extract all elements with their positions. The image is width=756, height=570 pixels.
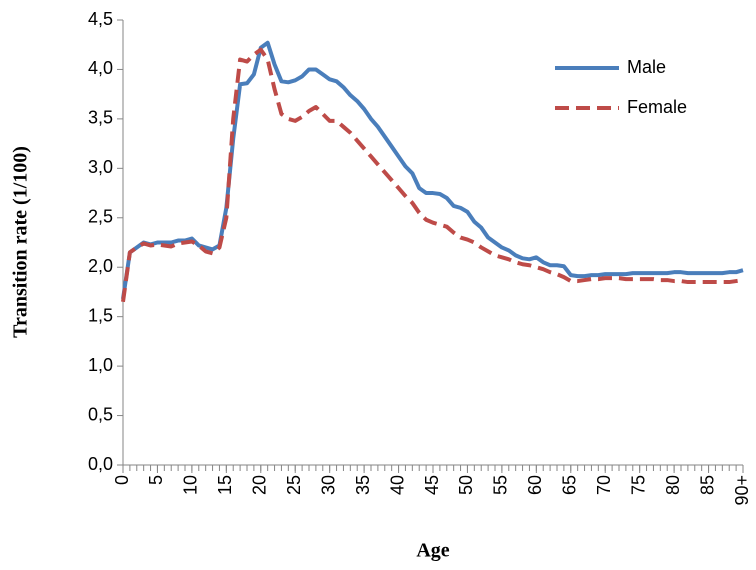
y-tick-label: 3,5 xyxy=(88,108,113,128)
x-tick-label: 60 xyxy=(525,475,545,495)
x-tick-label: 30 xyxy=(318,475,338,495)
x-tick-label: 45 xyxy=(422,475,442,495)
x-tick-label: 15 xyxy=(215,475,235,495)
x-tick-label: 40 xyxy=(387,475,407,495)
y-tick-label: 4,0 xyxy=(88,58,113,78)
x-tick-label: 35 xyxy=(353,475,373,495)
y-tick-label: 2,5 xyxy=(88,207,113,227)
x-tick-label: 50 xyxy=(456,475,476,495)
x-tick-label: 85 xyxy=(697,475,717,495)
x-tick-label: 10 xyxy=(181,475,201,495)
y-tick-label: 3,0 xyxy=(88,157,113,177)
series-line xyxy=(121,40,744,300)
x-tick-label: 0 xyxy=(112,475,132,485)
x-tick-label: 90+ xyxy=(732,475,752,506)
x-tick-label: 75 xyxy=(628,475,648,495)
y-tick-label: 1,0 xyxy=(88,355,113,375)
y-tick-label: 4,5 xyxy=(88,9,113,29)
x-axis-title: Age xyxy=(416,540,449,562)
x-tick-label: 70 xyxy=(594,475,614,495)
legend-label: Male xyxy=(627,57,666,77)
y-tick-label: 0,5 xyxy=(88,404,113,424)
y-tick-label: 1,5 xyxy=(88,305,113,325)
x-tick-label: 55 xyxy=(491,475,511,495)
x-tick-label: 80 xyxy=(663,475,683,495)
y-axis-title: Transition rate (1/100) xyxy=(10,146,32,338)
x-tick-label: 20 xyxy=(250,475,270,495)
x-tick-label: 25 xyxy=(284,475,304,495)
x-tick-label: 5 xyxy=(146,475,166,485)
series-line xyxy=(121,47,744,303)
y-tick-label: 2,0 xyxy=(88,256,113,276)
x-tick-label: 65 xyxy=(560,475,580,495)
legend-label: Female xyxy=(627,97,687,117)
y-tick-label: 0,0 xyxy=(88,454,113,474)
